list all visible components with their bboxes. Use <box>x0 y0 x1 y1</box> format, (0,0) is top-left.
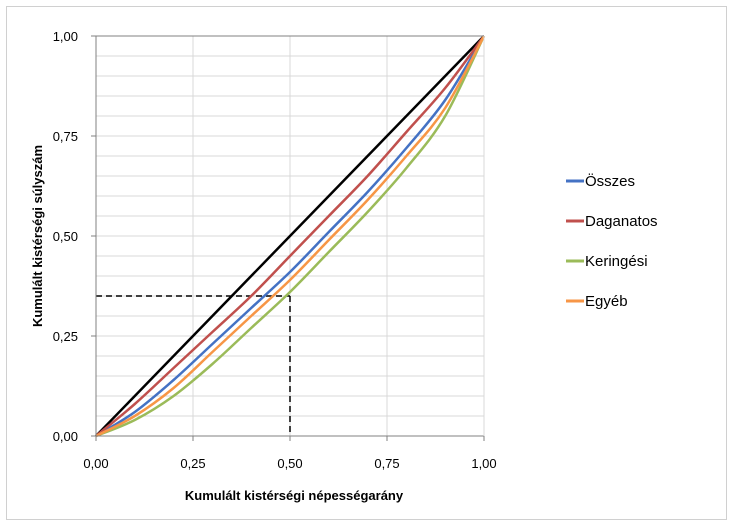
x-tick-label: 0,25 <box>180 456 205 471</box>
legend-label: Összes <box>585 172 635 190</box>
y-axis-title: Kumulált kistérségi súlyszám <box>30 145 45 327</box>
series-line-keringési <box>95 35 486 438</box>
x-axis-title: Kumulált kistérségi népességarány <box>185 488 404 503</box>
y-tick-label: 1,00 <box>53 29 78 44</box>
series-line-összes <box>95 35 486 438</box>
y-tick-label: 0,25 <box>53 329 78 344</box>
chart-frame <box>6 6 727 520</box>
tick-labels: 0,00 0,25 0,50 0,75 1,00 0,00 0,25 0,50 0,75 1,00 <box>53 29 497 471</box>
series-line-egyéb <box>95 35 486 438</box>
axes <box>91 35 485 441</box>
y-tick-label: 0,50 <box>53 229 78 244</box>
series-lines <box>95 35 486 438</box>
series-line-daganatos <box>95 35 486 437</box>
x-tick-label: 0,00 <box>83 456 108 471</box>
legend-label: Keringési <box>585 253 648 270</box>
y-tick-label: 0,00 <box>53 429 78 444</box>
x-tick-label: 1,00 <box>471 456 496 471</box>
x-tick-label: 0,50 <box>277 456 302 471</box>
y-tick-label: 0,75 <box>53 129 78 144</box>
legend: Összes Daganatos Keringési Egyéb <box>566 172 658 310</box>
series-line-equality <box>95 35 485 437</box>
x-tick-label: 0,75 <box>374 456 399 471</box>
legend-label: Daganatos <box>585 213 658 230</box>
reference-lines <box>96 295 291 436</box>
legend-label: Egyéb <box>585 293 628 310</box>
